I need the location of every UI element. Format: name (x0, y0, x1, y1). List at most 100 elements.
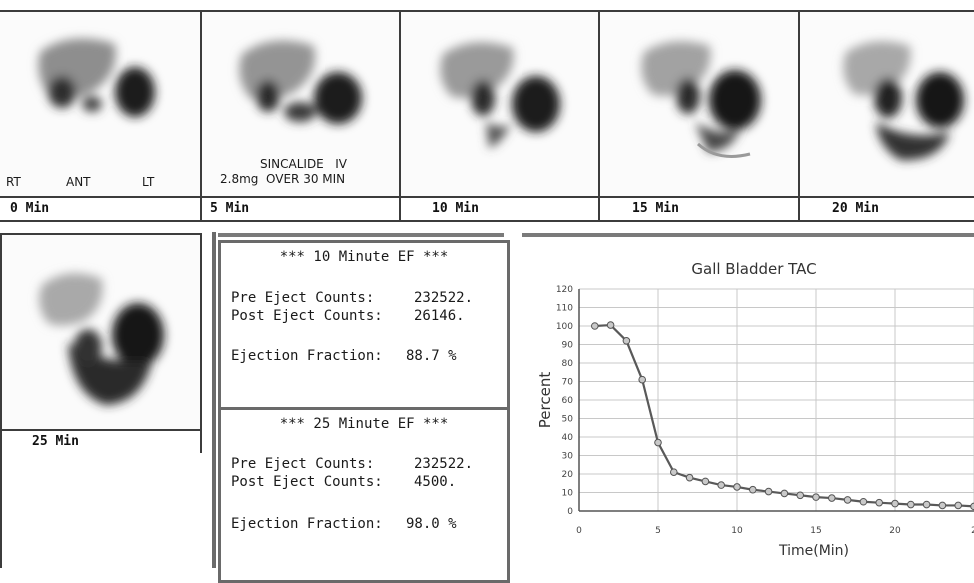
y-tick-label: 80 (562, 359, 574, 369)
chart-top-rule (522, 233, 974, 237)
x-tick-label: 5 (655, 526, 661, 536)
scan-image-5 (39, 273, 164, 405)
data-point (970, 502, 974, 511)
scan-frame-2 (401, 12, 598, 196)
data-point (828, 494, 836, 502)
frame-label-4: 20 Min (832, 201, 879, 216)
scan-image-3 (641, 41, 761, 158)
frame-label-2: 10 Min (432, 201, 479, 216)
label-bar-bottom (0, 220, 974, 222)
scan-image-1 (239, 40, 362, 124)
y-tick-label: 110 (556, 304, 573, 314)
top-border (0, 10, 974, 12)
y-tick-label: 90 (562, 341, 574, 351)
series-line (594, 323, 974, 508)
data-point (843, 496, 852, 504)
data-point (938, 501, 947, 510)
marker-rt: RT (6, 175, 21, 189)
y-tick-label: 50 (562, 415, 574, 425)
frame-label-1: 5 Min (210, 201, 250, 216)
data-point (654, 438, 662, 447)
scan-frame-4 (800, 12, 974, 196)
x-tick-label: 20 (889, 526, 901, 536)
data-point (812, 493, 820, 501)
data-point (591, 322, 599, 330)
ejection-fraction-value: 98.0 % (406, 516, 457, 532)
ejection-fraction-label: Ejection Fraction: (231, 516, 383, 532)
data-point (891, 499, 899, 508)
data-point (685, 473, 694, 482)
frame-divider (598, 10, 600, 222)
x-tick-label: 10 (731, 526, 743, 536)
pre-eject-label: Pre Eject Counts: (231, 290, 375, 306)
data-point (670, 468, 678, 476)
annotation-line-1: SINCALIDE IV (260, 157, 347, 171)
frame-divider (798, 10, 800, 222)
frame-label-3: 15 Min (632, 201, 679, 216)
data-point (796, 491, 805, 500)
pre-eject-value: 232522. (414, 456, 474, 472)
y-tick-label: 30 (562, 452, 574, 462)
marker-ant: ANT (66, 175, 91, 189)
ejection-fraction-value: 88.7 % (406, 348, 457, 364)
chart-title: Gall Bladder TAC (691, 260, 816, 278)
frame-divider (399, 10, 401, 222)
scan-image-2 (440, 42, 560, 148)
data-point (907, 500, 915, 509)
scan-frame-0: RT ANT LT (0, 12, 200, 196)
y-tick-label: 10 (562, 489, 574, 499)
y-tick-label: 20 (562, 470, 574, 480)
x-tick-label: 0 (576, 526, 582, 536)
marker-lt: LT (142, 175, 155, 189)
y-tick-label: 0 (567, 507, 573, 517)
y-tick-label: 100 (556, 322, 573, 332)
scan-frame-3 (600, 12, 798, 196)
chart-y-axis-label: Percent (536, 372, 554, 429)
data-point (622, 337, 631, 345)
post-eject-label: Post Eject Counts: (231, 308, 383, 324)
scan-image-0 (38, 38, 155, 117)
data-point (954, 501, 963, 510)
frame-5-label-bar (0, 429, 202, 431)
frame-5-left-border (0, 233, 2, 568)
ef-panel-10min: *** 10 Minute EF *** Pre Eject Counts: 2… (218, 240, 510, 410)
y-tick-label: 120 (556, 285, 573, 295)
pre-eject-value: 232522. (414, 290, 474, 306)
chart-x-axis-label: Time(Min) (778, 543, 849, 559)
post-eject-value: 26146. (414, 308, 465, 324)
panel-left-rule (212, 232, 216, 568)
ejection-fraction-label: Ejection Fraction: (231, 348, 383, 364)
data-point (859, 497, 868, 506)
gall-bladder-tac-chart: Gall Bladder TAC Time(Min) Percent 01020… (536, 260, 974, 559)
panel-top-rule (218, 233, 504, 237)
frame-divider (200, 10, 202, 222)
data-point (701, 477, 710, 486)
x-tick-label: 2 (971, 526, 974, 536)
ef-panel-title: *** 25 Minute EF *** (279, 416, 449, 432)
ef-panel-title: *** 10 Minute EF *** (279, 249, 449, 265)
label-bar-top (0, 196, 974, 198)
data-point (638, 375, 646, 384)
post-eject-label: Post Eject Counts: (231, 474, 383, 490)
annotation-line-2: 2.8mg OVER 30 MIN (220, 172, 346, 186)
scan-frame-5 (2, 235, 200, 429)
y-tick-label: 60 (562, 396, 574, 406)
frame-label-5: 25 Min (32, 434, 79, 449)
data-point (717, 481, 725, 489)
ef-panel-25min: *** 25 Minute EF *** Pre Eject Counts: 2… (218, 407, 510, 583)
data-point (764, 487, 773, 496)
x-tick-label: 15 (810, 526, 821, 536)
frame-label-0: 0 Min (10, 201, 50, 216)
data-point (875, 498, 884, 507)
data-point (733, 483, 741, 491)
frame-5-top-border (0, 233, 202, 235)
data-point (780, 489, 789, 498)
scan-frame-1: SINCALIDE IV 2.8mg OVER 30 MIN (202, 12, 399, 196)
data-point (749, 485, 757, 494)
pre-eject-label: Pre Eject Counts: (231, 456, 375, 472)
y-tick-label: 40 (562, 433, 574, 443)
data-point (606, 321, 615, 329)
y-tick-label: 70 (562, 378, 574, 388)
post-eject-value: 4500. (414, 474, 457, 490)
scan-image-4 (843, 41, 964, 161)
